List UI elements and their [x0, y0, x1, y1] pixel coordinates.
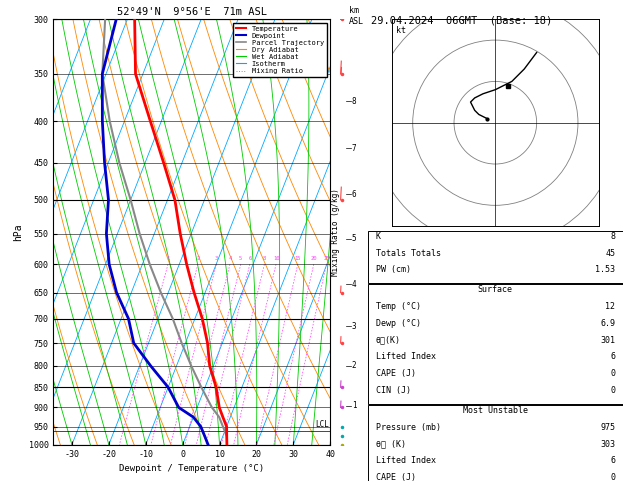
Text: Dewp (°C): Dewp (°C) — [376, 319, 421, 328]
Text: Most Unstable: Most Unstable — [463, 406, 528, 415]
Text: Lifted Index: Lifted Index — [376, 456, 436, 466]
Legend: Temperature, Dewpoint, Parcel Trajectory, Dry Adiabat, Wet Adiabat, Isotherm, Mi: Temperature, Dewpoint, Parcel Trajectory… — [233, 23, 326, 77]
Text: 7: 7 — [352, 144, 356, 153]
Text: 12: 12 — [605, 302, 615, 311]
Y-axis label: hPa: hPa — [13, 223, 23, 241]
Text: LCL: LCL — [315, 420, 329, 429]
Text: 5: 5 — [352, 234, 356, 243]
Text: 4: 4 — [352, 280, 356, 289]
Text: 3: 3 — [352, 322, 356, 330]
Text: 975: 975 — [600, 423, 615, 432]
Text: 6: 6 — [248, 256, 252, 261]
Text: km: km — [349, 6, 359, 15]
Bar — [368, 405, 623, 486]
Text: Surface: Surface — [478, 285, 513, 295]
Text: 1: 1 — [352, 401, 356, 410]
Text: Mixing Ratio (g/kg): Mixing Ratio (g/kg) — [331, 188, 340, 276]
Text: 8: 8 — [263, 256, 266, 261]
Text: 29.04.2024  06GMT  (Base: 18): 29.04.2024 06GMT (Base: 18) — [371, 16, 552, 26]
Text: 2: 2 — [352, 362, 356, 370]
Text: 0: 0 — [610, 369, 615, 378]
Text: Totals Totals: Totals Totals — [376, 249, 440, 258]
Title: 52°49'N  9°56'E  71m ASL: 52°49'N 9°56'E 71m ASL — [117, 7, 267, 17]
Text: Pressure (mb): Pressure (mb) — [376, 423, 440, 432]
Text: ASL: ASL — [349, 17, 364, 26]
Text: 15: 15 — [294, 256, 301, 261]
Text: 303: 303 — [600, 440, 615, 449]
Text: 6: 6 — [352, 190, 356, 199]
Text: K: K — [376, 232, 381, 241]
Text: 5: 5 — [239, 256, 242, 261]
Text: 2: 2 — [196, 256, 199, 261]
Text: 6: 6 — [610, 456, 615, 466]
Text: 3: 3 — [214, 256, 218, 261]
Text: 4: 4 — [228, 256, 231, 261]
Text: 301: 301 — [600, 336, 615, 345]
Text: PW (cm): PW (cm) — [376, 265, 411, 275]
Text: 0: 0 — [610, 473, 615, 482]
X-axis label: Dewpoint / Temperature (°C): Dewpoint / Temperature (°C) — [120, 464, 264, 473]
Text: 20: 20 — [311, 256, 317, 261]
Text: 1: 1 — [167, 256, 170, 261]
Text: CAPE (J): CAPE (J) — [376, 473, 416, 482]
Text: Temp (°C): Temp (°C) — [376, 302, 421, 311]
Bar — [368, 231, 623, 283]
Text: 8: 8 — [352, 97, 356, 105]
Text: CIN (J): CIN (J) — [376, 386, 411, 395]
Text: 1.53: 1.53 — [595, 265, 615, 275]
Text: 45: 45 — [605, 249, 615, 258]
Text: 6: 6 — [610, 352, 615, 362]
Text: 10: 10 — [273, 256, 279, 261]
Text: θᴇ(K): θᴇ(K) — [376, 336, 401, 345]
Text: 0: 0 — [610, 386, 615, 395]
Text: Lifted Index: Lifted Index — [376, 352, 436, 362]
Text: 6.9: 6.9 — [600, 319, 615, 328]
Text: 25: 25 — [323, 256, 330, 261]
Text: kt: kt — [396, 26, 406, 35]
Text: 8: 8 — [610, 232, 615, 241]
Text: θᴇ (K): θᴇ (K) — [376, 440, 406, 449]
Bar — [368, 284, 623, 404]
Text: CAPE (J): CAPE (J) — [376, 369, 416, 378]
